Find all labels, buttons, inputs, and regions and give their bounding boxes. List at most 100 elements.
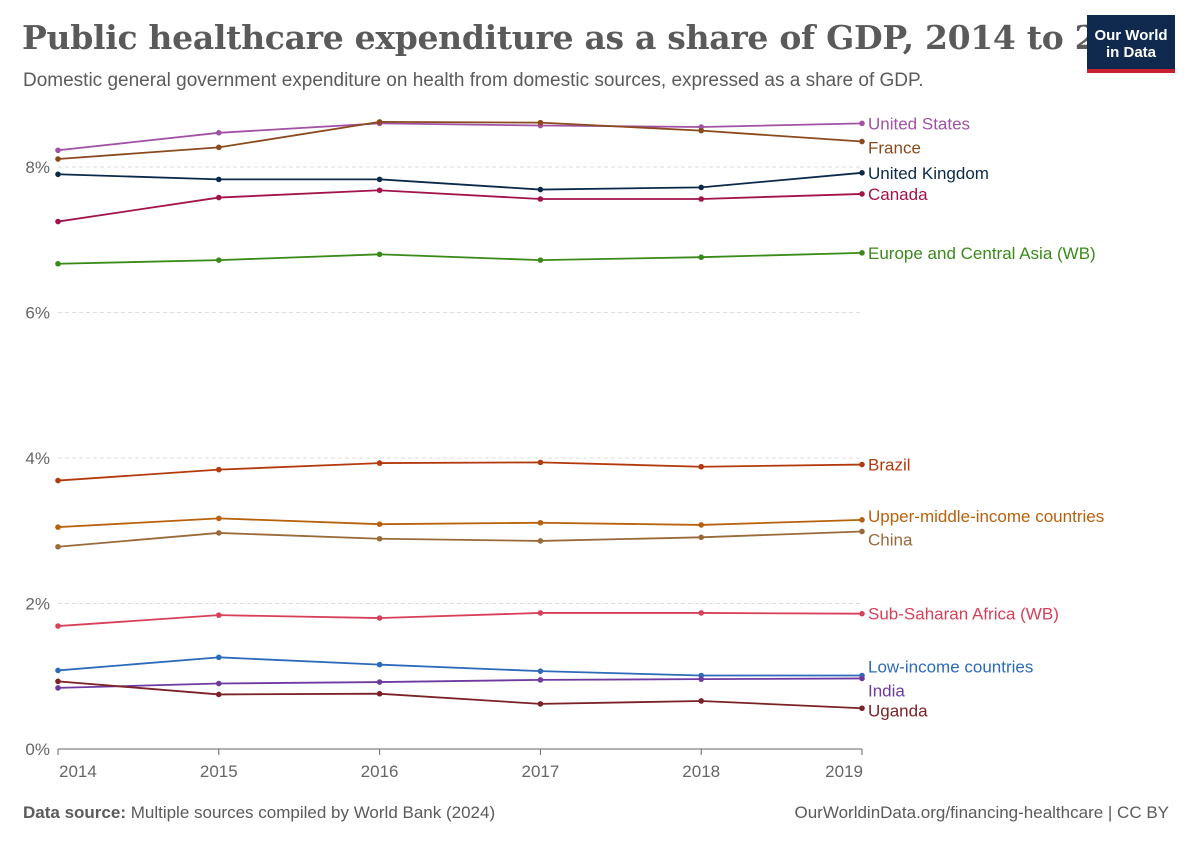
data-point[interactable] [859, 120, 865, 127]
data-point[interactable] [376, 460, 383, 466]
data-point[interactable] [376, 176, 383, 183]
data-point[interactable] [376, 615, 383, 621]
series-label: Sub-Saharan Africa (WB) [868, 605, 1059, 624]
data-point[interactable] [376, 535, 383, 542]
series-label: India [868, 681, 905, 700]
data-point[interactable] [698, 534, 704, 541]
series-line[interactable] [57, 530, 863, 548]
logo-text-line2: in Data [1105, 44, 1156, 61]
data-point[interactable] [216, 612, 222, 618]
data-point[interactable] [698, 463, 704, 470]
data-point[interactable] [698, 184, 704, 191]
data-point[interactable] [859, 705, 865, 712]
data-point[interactable] [698, 522, 704, 528]
data-point[interactable] [698, 127, 704, 134]
series-line[interactable] [57, 656, 862, 677]
data-point[interactable] [537, 196, 544, 202]
series-label: Uganda [868, 701, 928, 720]
data-point[interactable] [698, 676, 704, 682]
data-point[interactable] [216, 194, 222, 201]
data-point[interactable] [859, 170, 865, 176]
data-point[interactable] [698, 610, 704, 616]
data-point[interactable] [537, 668, 544, 674]
series-line[interactable] [57, 517, 863, 529]
data-point[interactable] [537, 677, 544, 683]
data-point[interactable] [216, 680, 222, 687]
data-point[interactable] [376, 521, 383, 528]
data-point[interactable] [537, 459, 544, 466]
data-point[interactable] [859, 250, 865, 256]
series-line[interactable] [57, 122, 863, 152]
data-point[interactable] [55, 623, 61, 629]
data-point[interactable] [537, 257, 544, 263]
data-point[interactable] [376, 187, 383, 194]
x-tick-label: 2018 [682, 762, 720, 781]
series-label: Low-income countries [868, 658, 1033, 677]
data-point[interactable] [55, 685, 61, 691]
data-point[interactable] [216, 530, 222, 536]
series-label: Europe and Central Asia (WB) [868, 244, 1096, 263]
data-point[interactable] [216, 257, 222, 263]
data-point[interactable] [537, 701, 544, 707]
data-point[interactable] [859, 610, 865, 617]
series-line[interactable] [57, 189, 863, 223]
data-point[interactable] [55, 156, 61, 162]
data-point[interactable] [216, 130, 222, 136]
data-point[interactable] [698, 254, 704, 261]
data-point[interactable] [55, 171, 61, 178]
data-point[interactable] [55, 147, 61, 154]
data-point[interactable] [216, 466, 222, 473]
data-point[interactable] [698, 698, 704, 704]
data-source-label: Data source: [23, 803, 126, 822]
series-line[interactable] [57, 461, 863, 482]
data-point[interactable] [376, 690, 383, 697]
data-point[interactable] [55, 543, 61, 550]
data-point[interactable] [55, 524, 61, 530]
data-point[interactable] [55, 218, 61, 225]
y-tick-label: 8% [25, 158, 50, 177]
data-point[interactable] [698, 196, 704, 202]
data-point[interactable] [55, 260, 61, 267]
series-line[interactable] [57, 612, 863, 627]
data-point[interactable] [537, 538, 544, 544]
series-line[interactable] [57, 251, 863, 265]
data-point[interactable] [859, 517, 865, 523]
data-point[interactable] [859, 138, 865, 145]
series-label: France [868, 139, 921, 158]
chart-subtitle: Domestic general government expenditure … [23, 70, 924, 91]
data-point[interactable] [216, 515, 222, 522]
data-point[interactable] [216, 654, 222, 661]
series-label: Upper-middle-income countries [868, 507, 1104, 526]
credit-link[interactable]: OurWorldinData.org/financing-healthcare … [794, 803, 1170, 822]
x-tick-label: 2015 [200, 762, 238, 781]
data-point[interactable] [376, 119, 383, 125]
series-line[interactable] [57, 680, 863, 710]
data-point[interactable] [859, 528, 865, 535]
data-point[interactable] [537, 519, 544, 526]
data-point[interactable] [216, 691, 222, 698]
data-point[interactable] [859, 191, 865, 197]
series-label: China [868, 530, 913, 549]
data-point[interactable] [55, 667, 61, 674]
data-point[interactable] [55, 477, 61, 484]
data-point[interactable] [216, 176, 222, 183]
data-point[interactable] [537, 610, 544, 616]
data-point[interactable] [376, 679, 383, 685]
series-line[interactable] [57, 171, 863, 191]
series-line[interactable] [57, 677, 863, 689]
data-point[interactable] [859, 461, 865, 468]
x-tick-label: 2019 [825, 762, 863, 781]
series-line[interactable] [57, 120, 863, 160]
data-point[interactable] [376, 661, 383, 668]
series-label: United Kingdom [868, 164, 989, 183]
data-point[interactable] [376, 251, 383, 258]
data-point[interactable] [537, 186, 544, 193]
data-point[interactable] [55, 678, 61, 685]
axis-layer: 0% 2% 4% 6% 8% 2014 2015 2016 2017 2018 2019 [25, 158, 863, 781]
data-point[interactable] [537, 119, 544, 126]
data-point[interactable] [216, 144, 222, 151]
logo-text-line1: Our World [1094, 27, 1168, 44]
data-source-text: Multiple sources compiled by World Bank … [125, 803, 496, 822]
owid-logo[interactable]: Our World in Data [1087, 15, 1175, 73]
data-point[interactable] [859, 675, 865, 682]
